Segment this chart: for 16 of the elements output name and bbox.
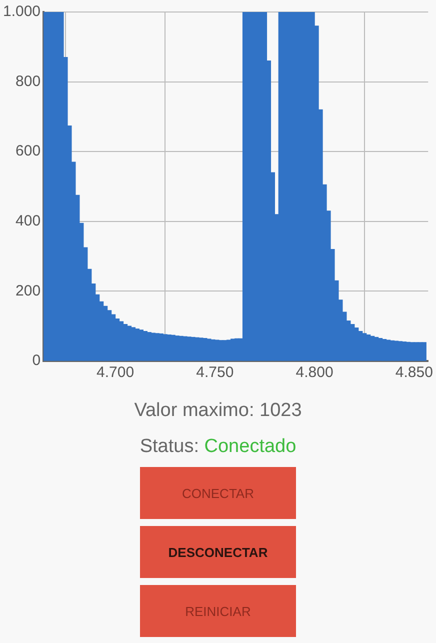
text: Status: — [140, 436, 199, 457]
y-tick-label: 0 — [32, 352, 41, 370]
text: Conectado — [204, 436, 296, 457]
y-tick-label: 600 — [16, 142, 41, 160]
y-tick-label: 1.000 — [2, 3, 41, 20]
y-tick-label: 800 — [16, 72, 41, 90]
text: CONECTAR — [182, 486, 254, 500]
x-tick-label: 4.750 — [196, 364, 234, 382]
text: Valor maximo: 1023 — [133, 400, 303, 422]
y-tick-label: 400 — [16, 212, 41, 230]
text: REINICIAR — [185, 604, 251, 618]
x-tick-label: 4.850 — [395, 364, 433, 382]
y-tick-label: 200 — [16, 282, 41, 300]
x-tick-label: 4.700 — [96, 364, 134, 382]
text: DESCONECTAR — [168, 544, 268, 560]
x-tick-label: 4.800 — [296, 364, 334, 382]
